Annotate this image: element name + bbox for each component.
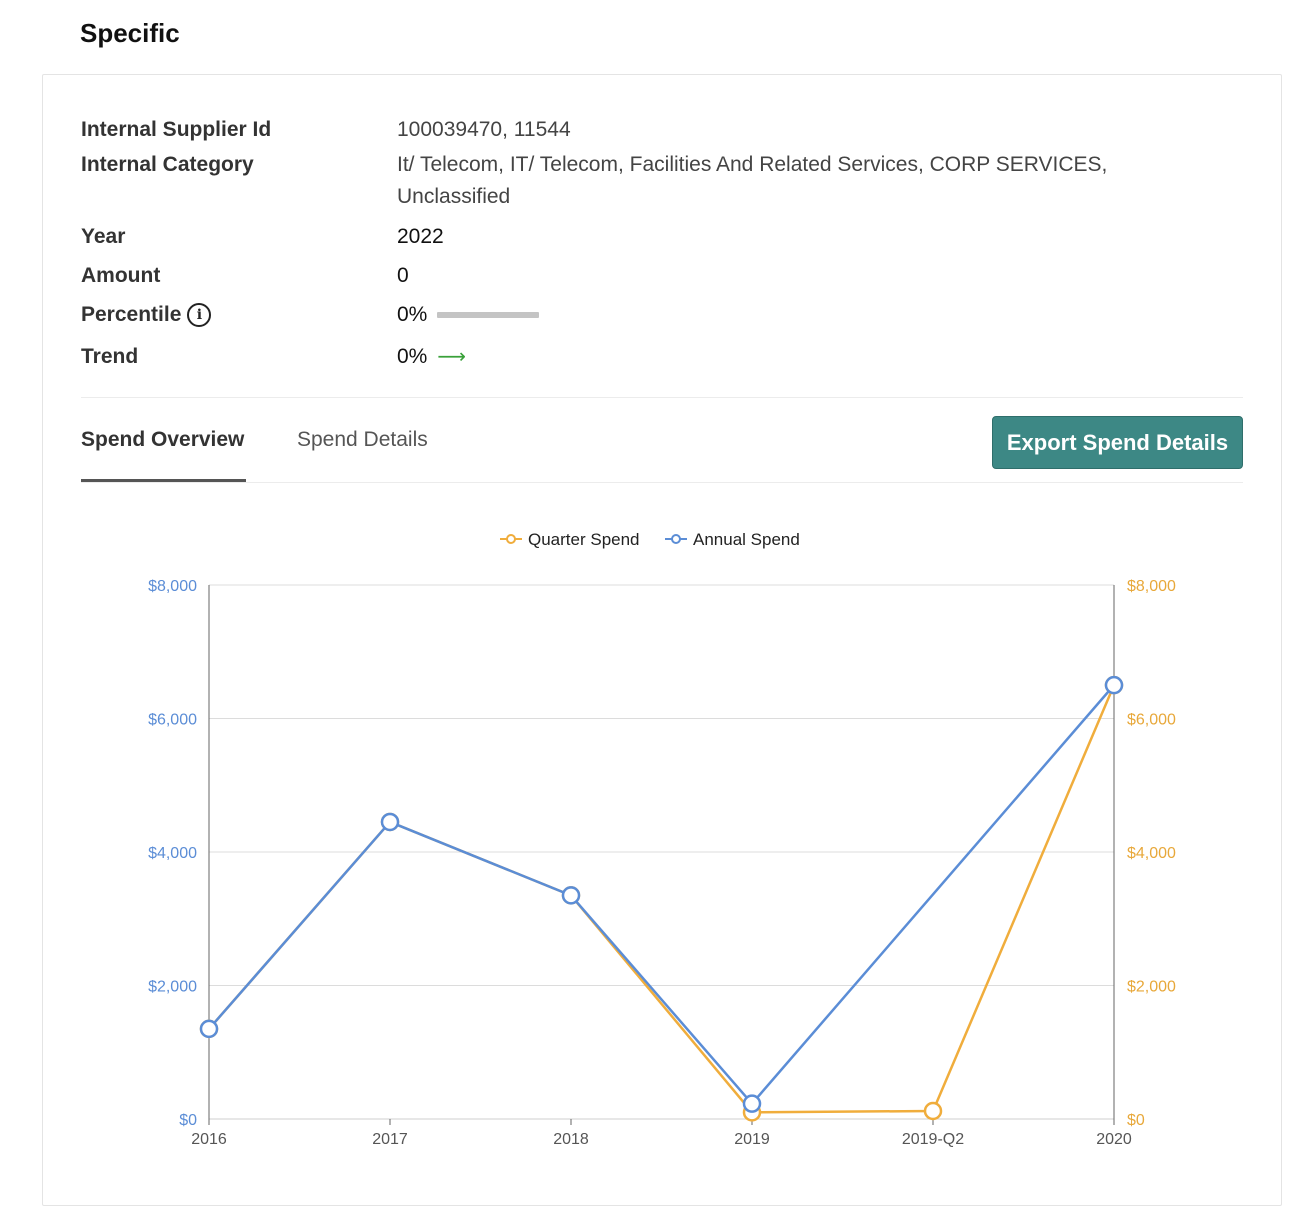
series-line-annual-spend [208,684,1115,1105]
y-left-tick-label: $2,000 [148,979,197,996]
arrow-right-icon: ⟶ [437,346,467,368]
trend-label: Trend [81,345,139,368]
x-tick-label: 2017 [372,1131,408,1148]
x-tick-label: 2018 [553,1131,589,1148]
y-left-tick-label: $8,000 [148,578,197,595]
percentile-value: 0% [397,303,428,326]
x-tick-label: 2016 [191,1131,227,1148]
x-tick-label: 2019-Q2 [902,1131,964,1148]
y-right-tick-label: $2,000 [1127,979,1176,996]
legend-marker [671,534,681,544]
category-value: It/ Telecom, IT/ Telecom, Facilities And… [397,153,1108,208]
year-label: Year [81,225,126,248]
tab-spend-details[interactable]: Spend Details [297,428,428,451]
percentile-label: Percentile [81,303,182,326]
trend-value-wrap: 0% ⟶ [397,345,1137,369]
amount-label: Amount [81,264,161,287]
x-tick-label: 2020 [1096,1131,1132,1148]
percentile-value-wrap: 0% [397,303,1137,327]
y-right-tick-label: $8,000 [1127,578,1176,595]
data-point [923,1101,943,1121]
y-left-tick-label: $0 [179,1112,197,1129]
percentile-bar [437,312,540,319]
section-divider [81,397,1243,398]
supplier-id-label: Internal Supplier Id [81,118,272,141]
y-left-tick-label: $6,000 [148,712,197,729]
category-label: Internal Category [81,153,254,176]
y-right-tick-label: $0 [1127,1112,1145,1129]
tabs-baseline [81,482,1243,483]
data-point [199,1019,219,1039]
percentile-label-wrap: Percentile i [81,303,381,328]
year-value: 2022 [397,225,444,248]
y-right-tick-label: $6,000 [1127,712,1176,729]
supplier-id-value: 100039470, 11544 [397,118,571,141]
data-point [1104,675,1124,695]
page-title: Specific [80,18,180,48]
x-tick-label: 2019 [734,1131,770,1148]
data-point [742,1094,762,1113]
data-point [561,886,581,905]
y-left-tick-label: $4,000 [148,845,197,862]
legend-label: Annual Spend [693,530,800,549]
data-point [380,812,400,832]
legend-label: Quarter Spend [528,530,640,549]
active-tab-indicator [81,479,246,482]
trend-value: 0% [397,345,428,368]
info-icon[interactable]: i [187,303,212,328]
y-right-tick-label: $4,000 [1127,845,1176,862]
export-spend-details-button[interactable]: Export Spend Details [992,416,1243,469]
amount-value: 0 [397,264,409,287]
tab-spend-overview[interactable]: Spend Overview [81,428,245,451]
supplier-card: Internal Supplier Id 100039470, 11544 In… [42,74,1282,1206]
legend-marker [506,534,516,544]
series-line-quarter-spend [208,684,1116,1114]
